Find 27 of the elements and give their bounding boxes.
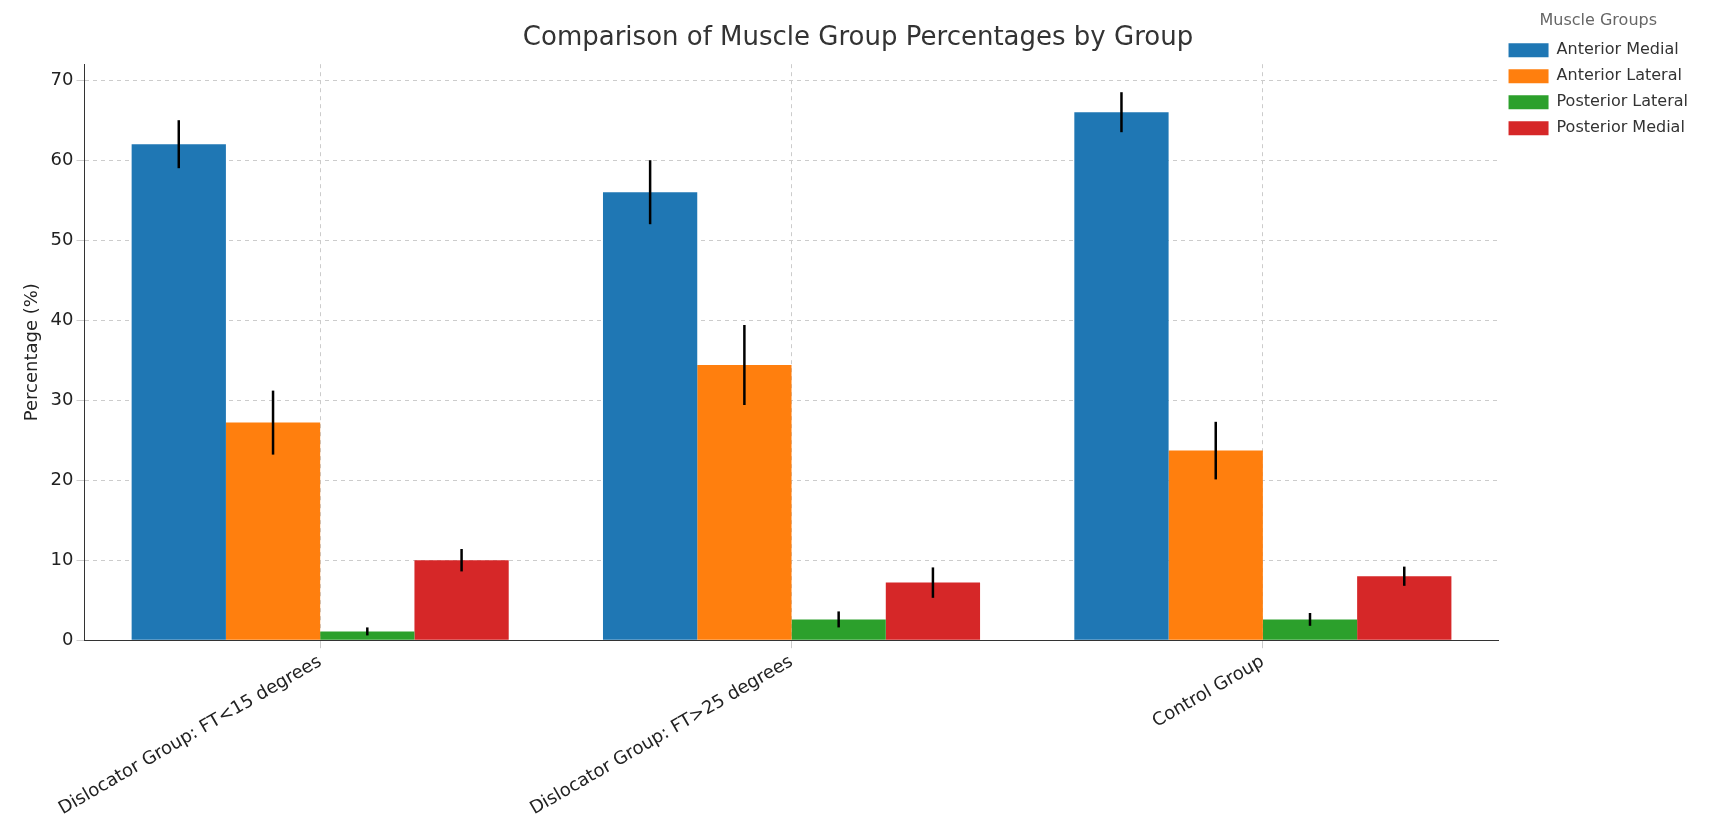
bar	[697, 365, 792, 640]
y-tick-label: 0	[62, 627, 74, 649]
legend-label: Posterior Medial	[1556, 117, 1685, 137]
y-tick-label: 30	[50, 387, 74, 409]
bar	[414, 560, 509, 640]
bar	[791, 619, 886, 640]
legend-label: Anterior Medial	[1556, 39, 1679, 59]
legend-label: Anterior Lateral	[1556, 65, 1682, 85]
y-axis-title: Percentage (%)	[20, 283, 42, 422]
y-tick-label: 40	[50, 307, 74, 329]
bar	[885, 582, 981, 640]
bar	[1262, 619, 1358, 640]
bar	[1074, 112, 1169, 640]
y-tick-label: 10	[50, 547, 74, 569]
legend-title: Muscle Groups	[1539, 10, 1658, 30]
bar	[320, 631, 415, 640]
y-tick-label: 60	[50, 147, 74, 169]
bar	[131, 144, 226, 640]
y-tick-label: 70	[50, 67, 74, 89]
bar	[602, 192, 698, 640]
y-tick-label: 50	[50, 227, 74, 249]
chart-title: Comparison of Muscle Group Percentages by Group	[522, 21, 1194, 52]
legend-label: Posterior Lateral	[1556, 91, 1689, 111]
bar	[1357, 576, 1452, 640]
bar	[225, 422, 321, 640]
y-tick-label: 20	[50, 467, 74, 489]
bar	[1168, 450, 1263, 640]
